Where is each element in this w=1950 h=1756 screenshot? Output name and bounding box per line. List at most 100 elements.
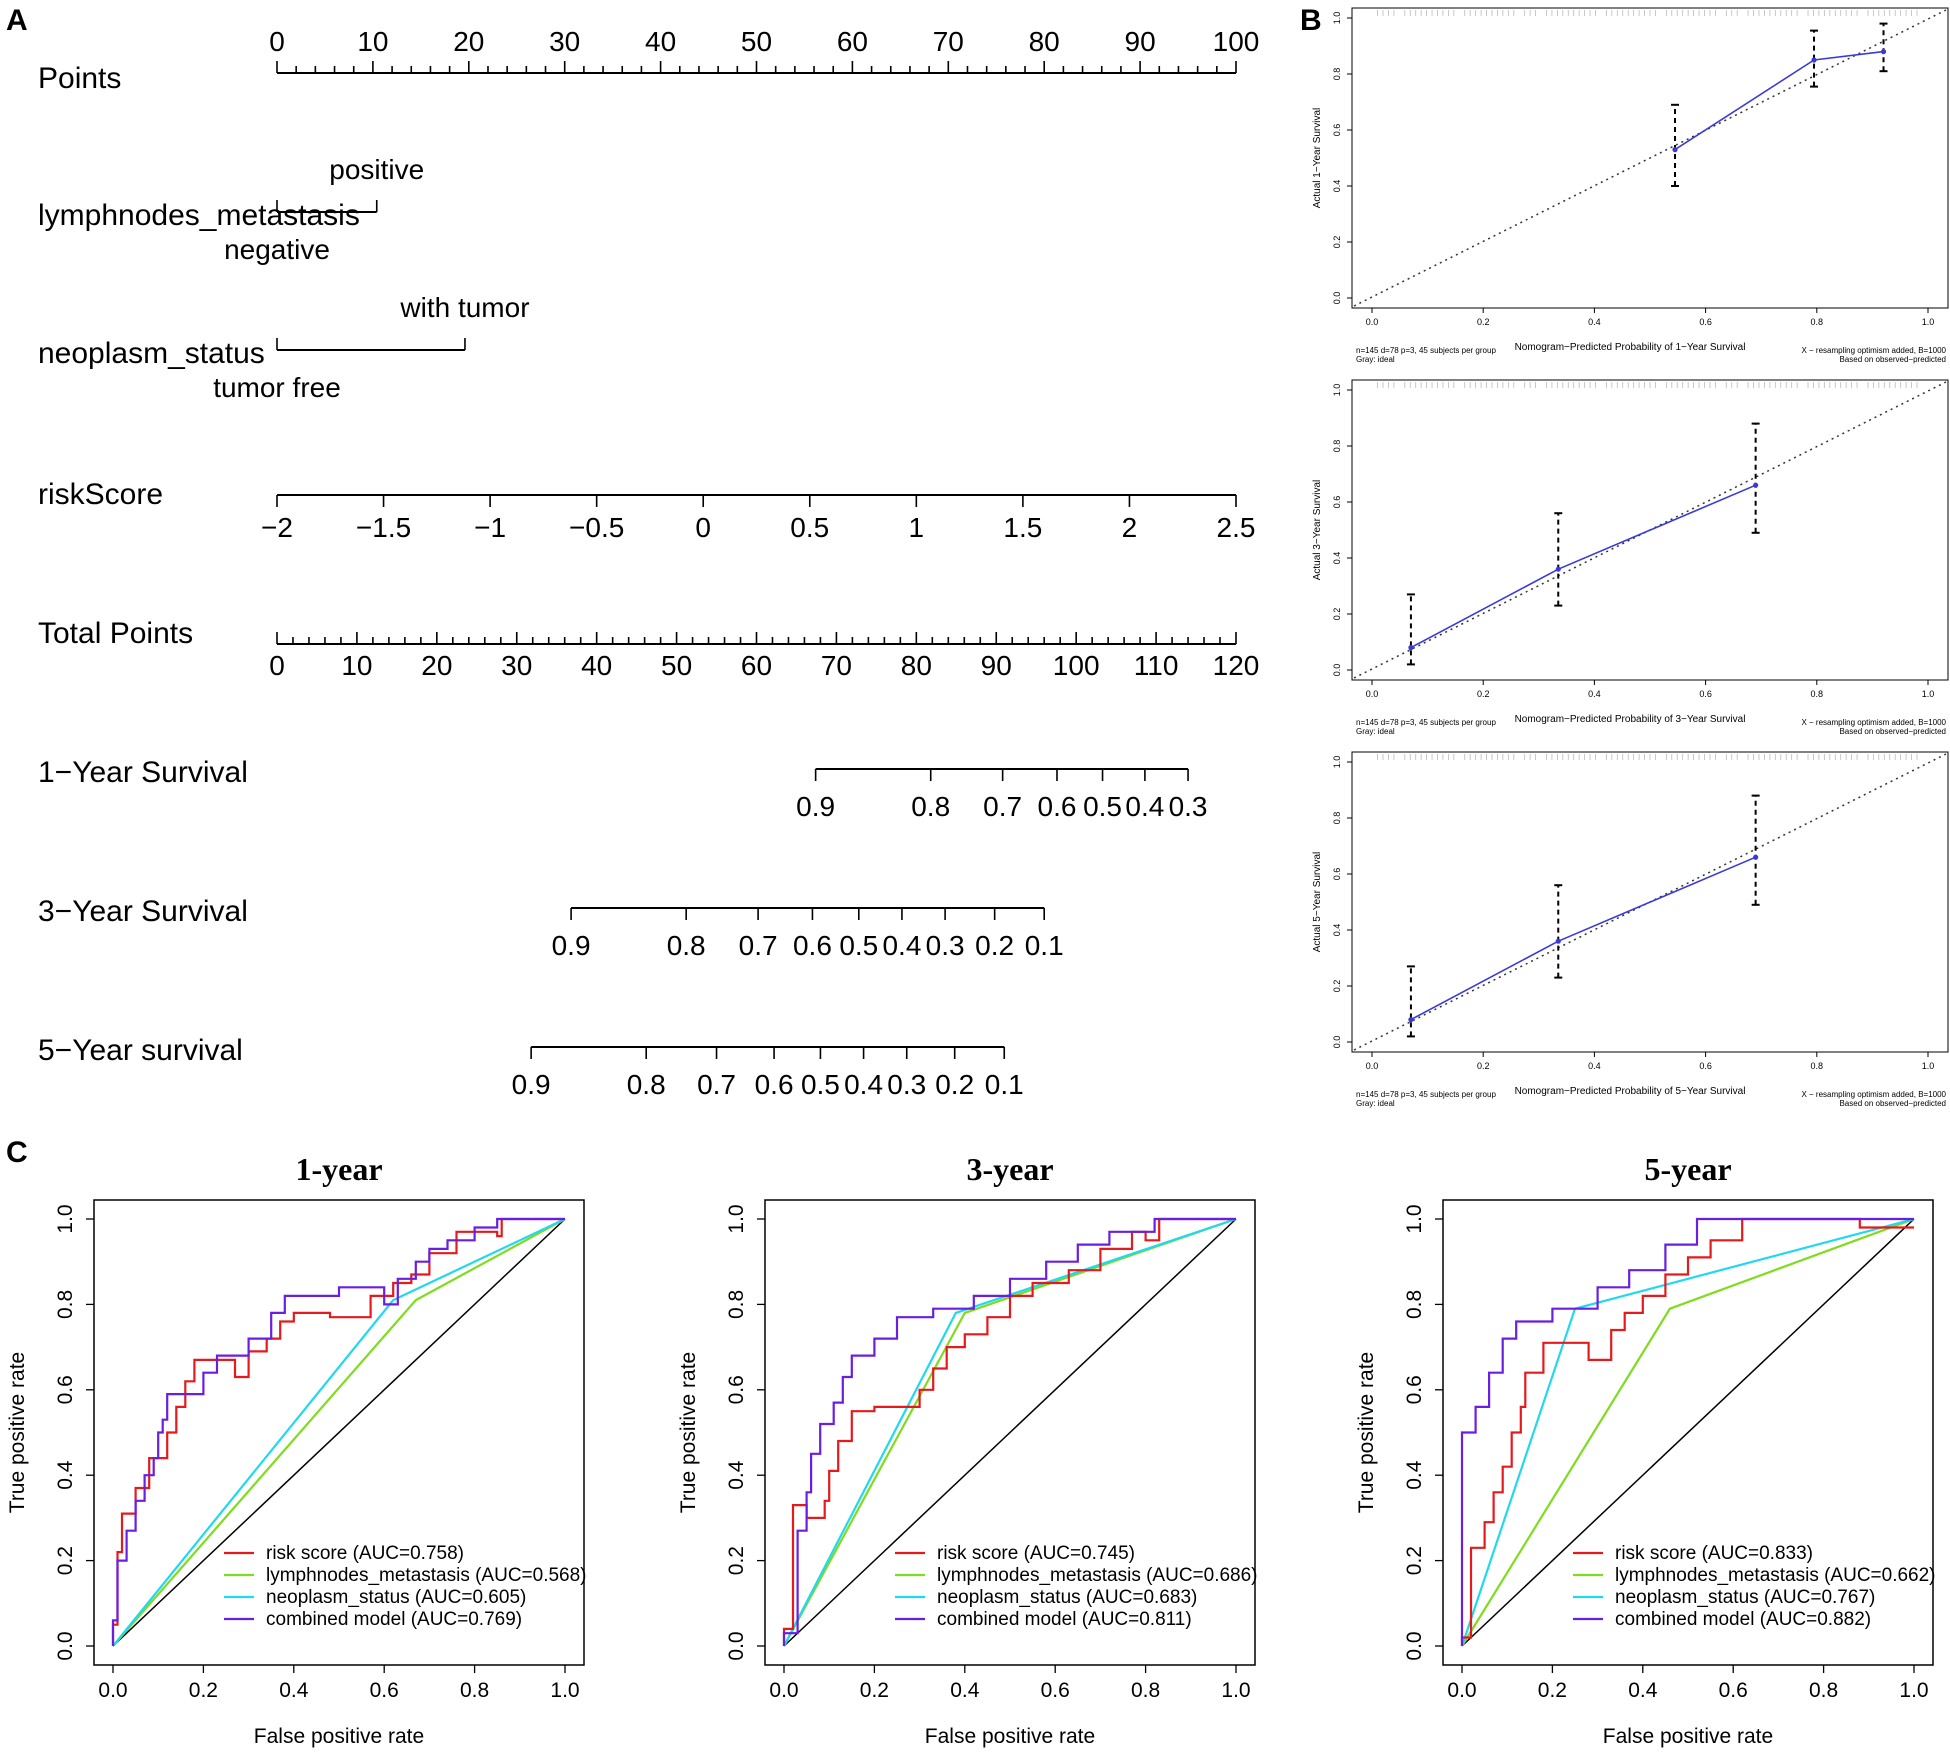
- calibration-y-tick-label: 0.2: [1332, 608, 1342, 621]
- nomogram-tick-label: 0.3: [926, 930, 965, 961]
- nomogram-tick-label: 0.5: [1083, 791, 1122, 822]
- nomogram-tick-label: 0.5: [839, 930, 878, 961]
- calibration-y-tick-label: 0.8: [1332, 68, 1342, 81]
- calibration-y-tick-label: 1.0: [1332, 756, 1342, 769]
- calibration-point: [1555, 938, 1561, 944]
- calibration-note: n=145 d=78 p=3, 45 subjects per group: [1356, 718, 1496, 727]
- calibration-x-tick-label: 0.0: [1366, 1061, 1379, 1071]
- calibration-y-tick-label: 0.6: [1332, 124, 1342, 137]
- calibration-y-tick-label: 0.2: [1332, 236, 1342, 249]
- nomogram-tick-label: 0.1: [985, 1069, 1024, 1100]
- roc-x-tick-label: 0.8: [460, 1679, 489, 1702]
- roc-curve-neo: [112, 1218, 566, 1647]
- roc-frame: [764, 1199, 1256, 1666]
- calibration-note: n=145 d=78 p=3, 45 subjects per group: [1356, 346, 1496, 355]
- nomogram-row-label: lymphnodes_metastasis: [38, 199, 360, 232]
- nomogram-tick-label: 40: [581, 650, 612, 681]
- roc-y-tick-label: 0.6: [725, 1375, 748, 1404]
- roc-y-tick-label: 0.6: [1403, 1375, 1426, 1404]
- nomogram-row-label: Points: [38, 62, 121, 95]
- calibration-x-tick-label: 0.8: [1811, 1061, 1824, 1071]
- roc-x-tick-label: 1.0: [550, 1679, 579, 1702]
- calibration-x-tick-label: 0.2: [1477, 689, 1490, 699]
- nomogram-tick-label: 0.3: [1169, 791, 1208, 822]
- roc-x-tick-label: 0.0: [769, 1679, 798, 1702]
- roc-legend-label: combined model (AUC=0.882): [1615, 1609, 1871, 1630]
- nomogram-level-label: tumor free: [213, 372, 341, 403]
- roc-x-tick-label: 1.0: [1899, 1679, 1928, 1702]
- calibration-plots: 0.0 0.0 0.2 0.2 0.4 0.4 0.6 0.6 0.8 0.8 1.0 1.0 Nomo…: [1312, 7, 1949, 1108]
- calibration-note: Based on observed−predicted: [1839, 727, 1946, 736]
- roc-x-tick-label: 0.4: [950, 1679, 980, 1702]
- nomogram-tick-label: −1: [474, 512, 506, 543]
- roc-y-tick-label: 0.2: [1403, 1546, 1426, 1575]
- calibration-x-tick-label: 0.2: [1477, 1061, 1490, 1071]
- calibration-y-tick-label: 1.0: [1332, 12, 1342, 25]
- calibration-y-tick-label: 0.2: [1332, 980, 1342, 993]
- roc-legend-label: neoplasm_status (AUC=0.605): [266, 1587, 526, 1608]
- roc-y-tick-label: 0.4: [1403, 1460, 1426, 1490]
- roc-y-tick-label: 0.6: [54, 1375, 77, 1404]
- nomogram-tick-label: 30: [501, 650, 532, 681]
- nomogram-tick-label: 0: [695, 512, 711, 543]
- nomogram-tick-label: 1.5: [1003, 512, 1042, 543]
- roc-x-tick-label: 1.0: [1221, 1679, 1250, 1702]
- calibration-point: [1880, 49, 1887, 55]
- nomogram-tick-label: −2: [261, 512, 293, 543]
- nomogram-tick-label: −1.5: [356, 512, 411, 543]
- roc-x-tick-label: 0.6: [370, 1679, 399, 1702]
- nomogram-tick-label: 40: [645, 26, 676, 57]
- panel-label-a: A: [6, 4, 28, 37]
- nomogram-tick-label: 60: [741, 650, 772, 681]
- nomogram-tick-label: 10: [357, 26, 388, 57]
- nomogram-tick-label: 0.2: [935, 1069, 974, 1100]
- nomogram-tick-label: 100: [1213, 26, 1260, 57]
- nomogram-tick-label: 0.1: [1025, 930, 1064, 961]
- calibration-note: X − resampling optimism added, B=1000: [1801, 718, 1946, 727]
- roc-y-tick-label: 0.0: [54, 1631, 77, 1660]
- roc-y-tick-label: 0.2: [54, 1546, 77, 1575]
- calibration-x-label: Nomogram−Predicted Probability of 5−Year…: [1515, 1086, 1746, 1097]
- calibration-frame: [1351, 7, 1949, 309]
- roc-x-tick-label: 0.4: [1628, 1679, 1658, 1702]
- nomogram-tick-label: 80: [1029, 26, 1060, 57]
- calibration-point: [1408, 645, 1414, 651]
- calibration-x-tick-label: 0.0: [1366, 317, 1379, 327]
- calibration-x-tick-label: 0.6: [1699, 1061, 1712, 1071]
- calibration-x-tick-label: 1.0: [1922, 1061, 1935, 1071]
- roc-legend-label: lymphnodes_metastasis (AUC=0.568): [266, 1565, 587, 1586]
- roc-x-tick-label: 0.2: [189, 1679, 218, 1702]
- calibration-observed-line: [1674, 50, 1884, 151]
- roc-legend-label: risk score (AUC=0.833): [1615, 1543, 1813, 1564]
- roc-legend-label: neoplasm_status (AUC=0.683): [937, 1587, 1197, 1608]
- roc-y-tick-label: 1.0: [54, 1204, 77, 1233]
- calibration-x-tick-label: 0.0: [1366, 689, 1379, 699]
- roc-x-tick-label: 0.8: [1131, 1679, 1160, 1702]
- calibration-point: [1672, 147, 1678, 153]
- roc-y-tick-label: 0.8: [725, 1290, 748, 1319]
- roc-y-label: True positive rate: [1355, 1352, 1378, 1513]
- roc-title: 5-year: [1644, 1151, 1731, 1187]
- nomogram-level-label: with tumor: [399, 292, 529, 323]
- roc-frame: [1442, 1199, 1934, 1666]
- calibration-x-tick-label: 0.4: [1588, 689, 1601, 699]
- nomogram-tick-label: 2: [1122, 512, 1138, 543]
- nomogram-tick-label: 0.6: [755, 1069, 794, 1100]
- roc-legend-label: combined model (AUC=0.811): [937, 1609, 1192, 1630]
- calibration-point: [1555, 566, 1561, 572]
- nomogram-tick-label: 20: [453, 26, 484, 57]
- roc-plots: 1-year 0.0 0.0 0.2 0.2 0.4 0.4 0.6 0.6 0.8 0.8 1.0 1…: [6, 1151, 1936, 1748]
- roc-y-tick-label: 0.4: [54, 1460, 77, 1490]
- calibration-y-tick-label: 0.8: [1332, 440, 1342, 453]
- roc-y-label: True positive rate: [6, 1352, 29, 1513]
- calibration-y-label: Actual 1−Year Survival: [1312, 108, 1323, 209]
- nomogram-row-label: 5−Year survival: [38, 1034, 243, 1067]
- calibration-x-tick-label: 0.8: [1811, 689, 1824, 699]
- nomogram-tick-label: 70: [933, 26, 964, 57]
- calibration-x-tick-label: 1.0: [1922, 689, 1935, 699]
- roc-x-tick-label: 0.6: [1041, 1679, 1070, 1702]
- calibration-y-tick-label: 0.4: [1332, 552, 1342, 565]
- nomogram-row-label: riskScore: [38, 478, 163, 511]
